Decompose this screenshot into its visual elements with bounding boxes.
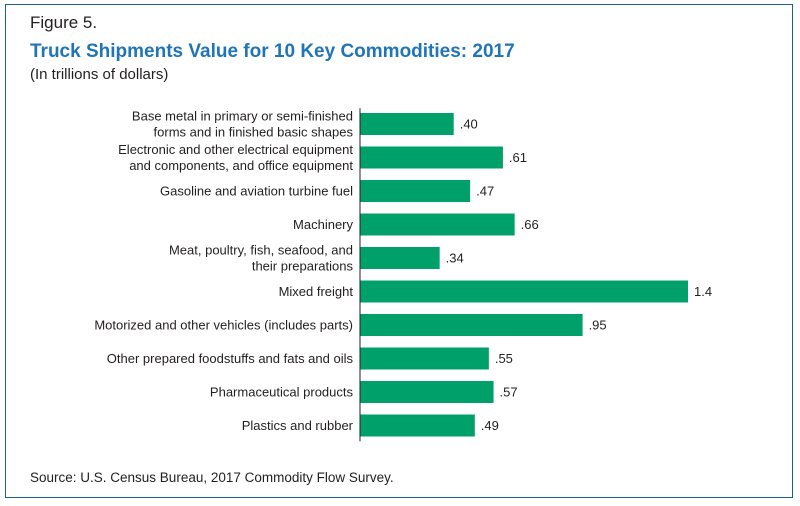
bar [360, 414, 475, 437]
source-note: Source: U.S. Census Bureau, 2017 Commodi… [30, 470, 394, 485]
category-label: Other prepared foodstuffs and fats and o… [107, 351, 354, 366]
bar [360, 381, 494, 403]
figure-label: Figure 5. [30, 13, 98, 32]
chart-subtitle: (In trillions of dollars) [30, 66, 169, 83]
bar [360, 280, 688, 303]
bar [360, 113, 454, 135]
value-label: .66 [521, 217, 539, 232]
value-label: .95 [589, 318, 607, 333]
value-label: .57 [500, 385, 518, 400]
bar [360, 314, 583, 336]
value-label: .61 [509, 150, 527, 165]
value-label: .34 [446, 251, 464, 266]
category-label: Electronic and other electrical equipmen… [118, 142, 353, 173]
figure-frame [5, 4, 793, 498]
bar [360, 146, 503, 169]
chart-title: Truck Shipments Value for 10 Key Commodi… [30, 41, 515, 62]
category-label: Base metal in primary or semi-finished fo… [132, 109, 354, 140]
category-label: Mixed freight [279, 284, 354, 299]
value-label: .40 [460, 117, 478, 132]
bar [360, 247, 440, 269]
category-label: Motorized and other vehicles (includes p… [94, 318, 353, 333]
category-label: Pharmaceutical products [210, 385, 354, 400]
bar [360, 180, 471, 202]
bar [360, 347, 489, 370]
category-label: Plastics and rubber [242, 418, 354, 433]
value-label: .55 [495, 351, 513, 366]
category-label: Meat, poultry, fish, seafood, and their p… [169, 243, 354, 274]
value-label: .49 [481, 418, 499, 433]
value-label: .47 [476, 184, 494, 199]
category-label: Machinery [293, 217, 353, 232]
value-label: 1.4 [694, 284, 712, 299]
bar [360, 213, 515, 236]
category-label: Gasoline and aviation turbine fuel [160, 184, 353, 199]
